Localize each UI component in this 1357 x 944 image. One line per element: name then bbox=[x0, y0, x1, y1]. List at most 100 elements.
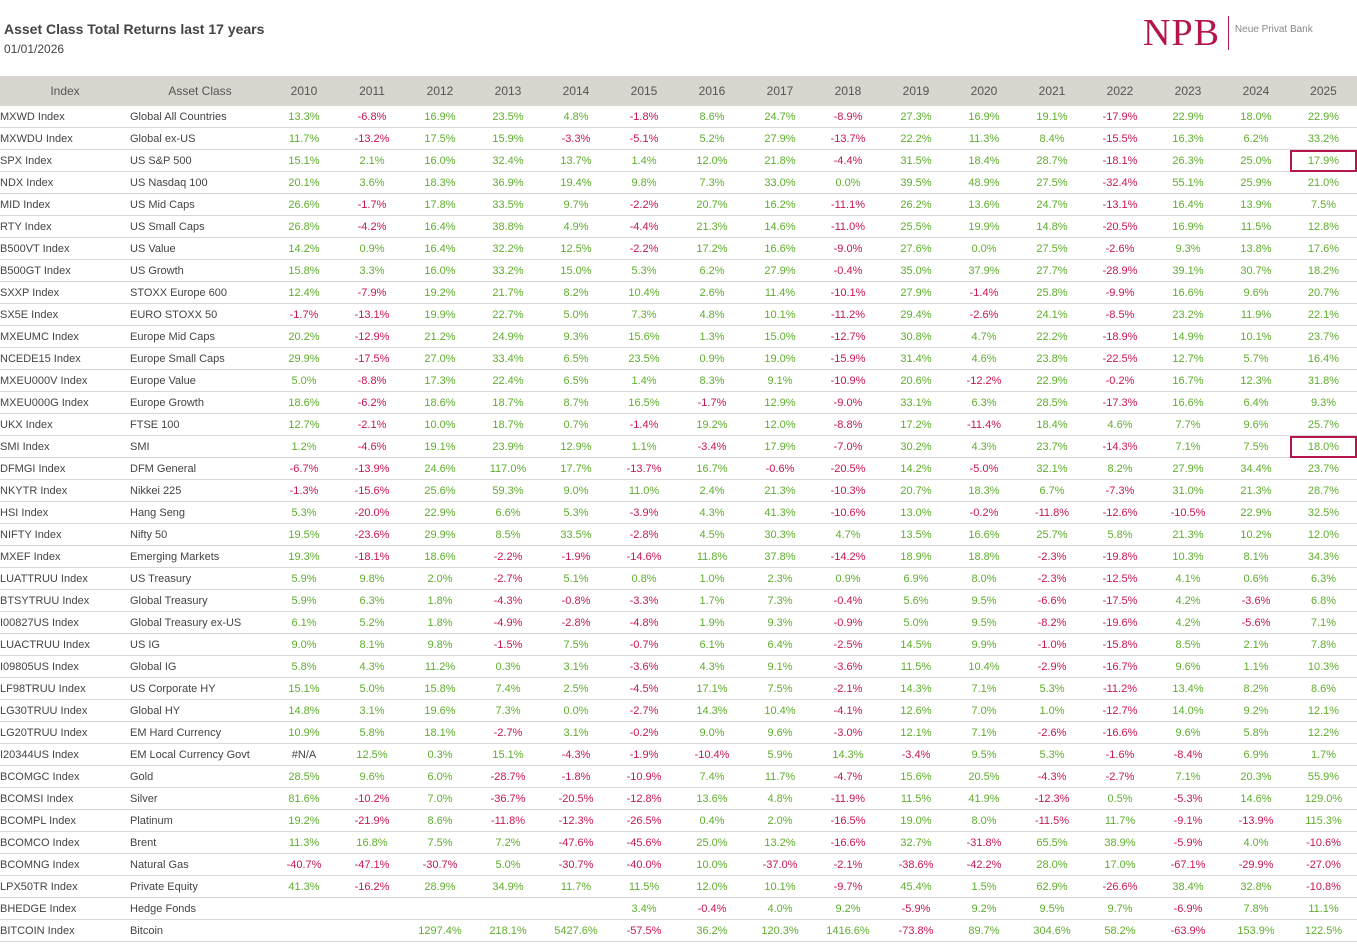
table-row: SPX Index US S&P 500 15.1% 2.1% 16.0% 32.4% 13… bbox=[0, 149, 1357, 172]
return-cell: -20.5% bbox=[814, 457, 882, 480]
return-cell: 17.9% bbox=[746, 435, 814, 458]
return-cell bbox=[474, 897, 542, 920]
return-cell: 17.6% bbox=[1290, 237, 1357, 260]
return-cell: 22.1% bbox=[1290, 303, 1357, 326]
return-cell: 21.3% bbox=[746, 479, 814, 502]
return-cell: 39.1% bbox=[1154, 259, 1222, 282]
return-cell: 8.3% bbox=[678, 369, 746, 392]
return-cell: -47.1% bbox=[338, 853, 406, 876]
return-cell: -10.9% bbox=[610, 765, 678, 788]
return-cell: 45.4% bbox=[882, 875, 950, 898]
index-cell: BCOMSI Index bbox=[0, 787, 130, 810]
return-cell: 4.3% bbox=[678, 501, 746, 524]
return-cell: 32.4% bbox=[474, 149, 542, 172]
return-cell: 4.6% bbox=[950, 347, 1018, 370]
return-cell: 12.5% bbox=[338, 743, 406, 766]
return-cell: 5.9% bbox=[270, 567, 338, 590]
return-cell: 3.1% bbox=[338, 699, 406, 722]
asset-class-cell: Nifty 50 bbox=[130, 523, 270, 546]
return-cell: 19.0% bbox=[882, 809, 950, 832]
return-cell: -12.7% bbox=[1086, 699, 1154, 722]
return-cell: 6.2% bbox=[1222, 127, 1290, 150]
return-cell: 9.9% bbox=[950, 633, 1018, 656]
return-cell: 13.3% bbox=[270, 106, 338, 128]
return-cell: 1.1% bbox=[610, 435, 678, 458]
index-cell: DFMGI Index bbox=[0, 457, 130, 480]
asset-class-cell: Global Treasury ex-US bbox=[130, 611, 270, 634]
return-cell: 14.8% bbox=[1018, 215, 1086, 238]
return-cell: 0.5% bbox=[1086, 787, 1154, 810]
return-cell: 6.3% bbox=[1290, 567, 1357, 590]
return-cell: -5.3% bbox=[1154, 787, 1222, 810]
column-header: 2012 bbox=[406, 76, 474, 106]
return-cell: -10.9% bbox=[814, 369, 882, 392]
return-cell: -13.1% bbox=[338, 303, 406, 326]
return-cell: 8.6% bbox=[406, 809, 474, 832]
return-cell: 9.2% bbox=[950, 897, 1018, 920]
return-cell: 17.3% bbox=[406, 369, 474, 392]
asset-class-cell: Hedge Fonds bbox=[130, 897, 270, 920]
return-cell: 5.2% bbox=[678, 127, 746, 150]
asset-class-cell: Hang Seng bbox=[130, 501, 270, 524]
return-cell: 5.3% bbox=[542, 501, 610, 524]
return-cell: 153.9% bbox=[1222, 919, 1290, 942]
return-cell: -1.5% bbox=[474, 633, 542, 656]
asset-class-cell: Emerging Markets bbox=[130, 545, 270, 568]
return-cell: 11.4% bbox=[746, 281, 814, 304]
return-cell: 9.5% bbox=[1018, 897, 1086, 920]
return-cell: 65.5% bbox=[1018, 831, 1086, 854]
return-cell: 4.0% bbox=[746, 897, 814, 920]
return-cell: -12.9% bbox=[338, 325, 406, 348]
return-cell: 18.0% bbox=[1222, 106, 1290, 128]
return-cell: -16.6% bbox=[814, 831, 882, 854]
asset-class-cell: FTSE 100 bbox=[130, 413, 270, 436]
return-cell: -45.6% bbox=[610, 831, 678, 854]
return-cell: 8.6% bbox=[1290, 677, 1357, 700]
return-cell: 11.5% bbox=[882, 787, 950, 810]
table-row: HSI Index Hang Seng 5.3% -20.0% 22.9% 6.6% 5.3… bbox=[0, 501, 1357, 524]
return-cell: 14.3% bbox=[814, 743, 882, 766]
return-cell: 5.8% bbox=[270, 655, 338, 678]
index-cell: B500GT Index bbox=[0, 259, 130, 282]
return-cell: 5427.6% bbox=[542, 919, 610, 942]
return-cell: 8.7% bbox=[542, 391, 610, 414]
return-cell: 9.6% bbox=[746, 721, 814, 744]
index-cell: LPX50TR Index bbox=[0, 875, 130, 898]
return-cell: 0.9% bbox=[678, 347, 746, 370]
return-cell: -2.5% bbox=[814, 633, 882, 656]
return-cell: -2.8% bbox=[610, 523, 678, 546]
return-cell: 10.2% bbox=[1222, 523, 1290, 546]
return-cell: -11.9% bbox=[814, 787, 882, 810]
return-cell: 5.0% bbox=[542, 303, 610, 326]
return-cell: 13.9% bbox=[1222, 193, 1290, 216]
table-row: NIFTY Index Nifty 50 19.5% -23.6% 29.9% 8.5% 3… bbox=[0, 523, 1357, 546]
table-row: LUACTRUU Index US IG 9.0% 8.1% 9.8% -1.5% 7.5%… bbox=[0, 633, 1357, 656]
return-cell: -12.3% bbox=[542, 809, 610, 832]
return-cell: 1.5% bbox=[950, 875, 1018, 898]
return-cell: 16.9% bbox=[1154, 215, 1222, 238]
return-cell: 7.3% bbox=[678, 171, 746, 194]
column-header: Index bbox=[0, 76, 130, 106]
index-cell: LUACTRUU Index bbox=[0, 633, 130, 656]
return-cell: -2.1% bbox=[338, 413, 406, 436]
return-cell: -0.2% bbox=[950, 501, 1018, 524]
return-cell: 11.2% bbox=[406, 655, 474, 678]
return-cell: 2.3% bbox=[746, 567, 814, 590]
return-cell: 0.0% bbox=[950, 237, 1018, 260]
return-cell: 37.8% bbox=[746, 545, 814, 568]
return-cell: 18.3% bbox=[950, 479, 1018, 502]
table-row: I00827US Index Global Treasury ex-US 6.1% 5… bbox=[0, 611, 1357, 634]
return-cell: 0.9% bbox=[814, 567, 882, 590]
return-cell: 9.7% bbox=[1086, 897, 1154, 920]
return-cell: 5.1% bbox=[542, 567, 610, 590]
return-cell: 9.1% bbox=[746, 655, 814, 678]
table-row: MXEU000V Index Europe Value 5.0% -8.8% 17.3%… bbox=[0, 369, 1357, 392]
return-cell: 19.9% bbox=[406, 303, 474, 326]
return-cell: -13.9% bbox=[1222, 809, 1290, 832]
return-cell: 4.8% bbox=[746, 787, 814, 810]
return-cell: -1.9% bbox=[610, 743, 678, 766]
return-cell: 23.7% bbox=[1290, 325, 1357, 348]
return-cell: 218.1% bbox=[474, 919, 542, 942]
index-cell: SX5E Index bbox=[0, 303, 130, 326]
return-cell: 4.2% bbox=[1154, 589, 1222, 612]
